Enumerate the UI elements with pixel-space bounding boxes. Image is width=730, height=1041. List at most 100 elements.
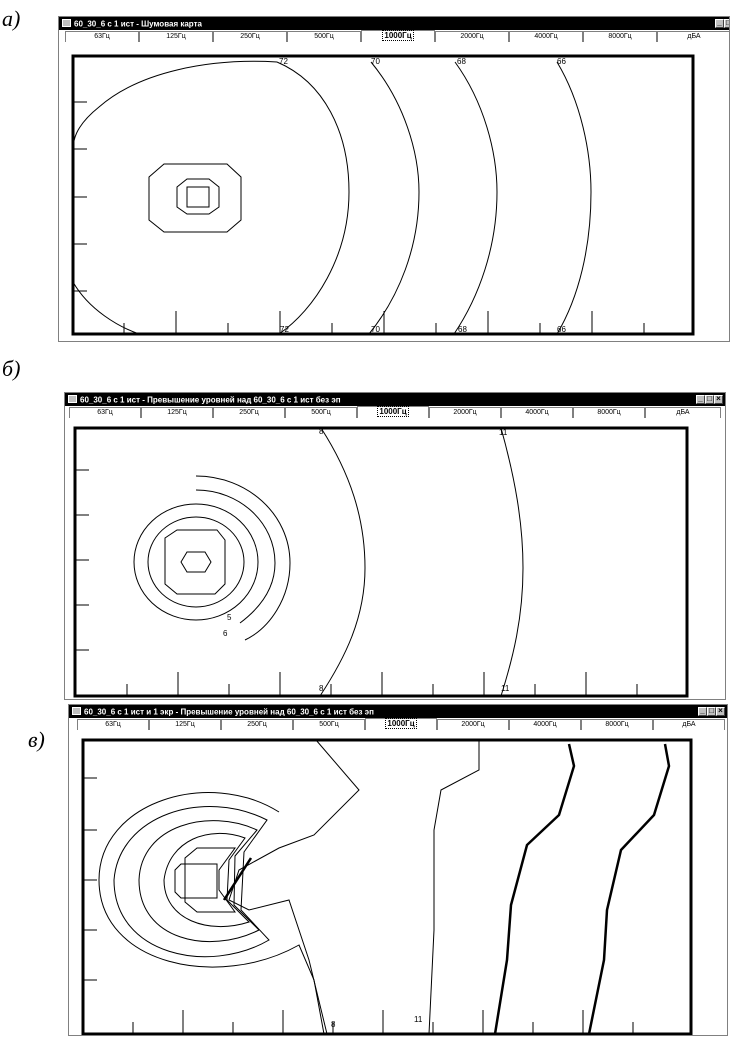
tab-4000hz[interactable]: 4000Гц [509, 31, 583, 42]
tab-4000hz[interactable]: 4000Гц [509, 719, 581, 730]
tab-125hz[interactable]: 125Гц [139, 31, 213, 42]
app-icon[interactable] [68, 394, 77, 403]
contour-70 [368, 61, 420, 335]
tab-63hz[interactable]: 63Гц [65, 31, 139, 42]
contour-mid [148, 163, 242, 233]
close-icon[interactable]: × [714, 395, 723, 404]
tab-250hz[interactable]: 250Гц [221, 719, 293, 730]
contour-11 [428, 740, 480, 1035]
contour-5 [195, 489, 276, 624]
tab-8000hz[interactable]: 8000Гц [581, 719, 653, 730]
contour-3 [147, 516, 245, 608]
panel-b-window: 60_30_6 с 1 ист - Превышение уровней над… [64, 392, 726, 700]
app-icon[interactable] [72, 706, 81, 715]
contour-label: 11 [501, 684, 510, 693]
contour-label: 11 [499, 428, 508, 437]
contour-label: 8 [319, 427, 324, 436]
contour-bold-1 [493, 743, 576, 1035]
tab-dba[interactable]: дБА [645, 407, 721, 418]
close-icon[interactable]: × [716, 707, 725, 716]
maximize-icon[interactable]: □ [705, 395, 714, 404]
contour-label: 66 [557, 325, 566, 334]
contour-1 [180, 551, 212, 573]
tab-1000hz[interactable]: 1000Гц [365, 718, 437, 730]
contour-label: 11 [414, 1015, 423, 1024]
tab-dba[interactable]: дБА [657, 31, 729, 42]
minimize-icon[interactable]: _ [698, 707, 707, 716]
tab-2000hz[interactable]: 2000Гц [435, 31, 509, 42]
contour-8 [319, 427, 366, 697]
contour-11 [500, 427, 524, 697]
contour-2 [184, 847, 236, 913]
tab-500hz[interactable]: 500Гц [285, 407, 357, 418]
contour-6 [98, 792, 325, 1035]
panel-b-title: 60_30_6 с 1 ист - Превышение уровней над… [80, 395, 341, 405]
minimize-icon[interactable]: _ [715, 19, 724, 28]
contour-label: 68 [458, 325, 467, 334]
contour-3 [163, 832, 250, 928]
contour-2 [164, 529, 226, 595]
contour-label: 8 [319, 684, 324, 693]
tab-2000hz[interactable]: 2000Гц [429, 407, 501, 418]
contour-1 [174, 863, 218, 899]
panel-c-titlebar[interactable]: 60_30_6 с 1 ист и 1 экр - Превышение уро… [69, 705, 727, 718]
maximize-icon[interactable]: □ [707, 707, 716, 716]
panel-a-noise-map: 72 70 68 66 72 70 68 66 [71, 54, 695, 336]
panel-c-excess-map: 8 11 [81, 738, 693, 1035]
contour-4 [138, 820, 260, 943]
contour-66 [556, 61, 592, 335]
tab-250hz[interactable]: 250Гц [213, 407, 285, 418]
contour-label: 6 [223, 629, 228, 638]
contour-inner [176, 178, 220, 215]
map-frame [81, 738, 693, 1035]
tab-dba[interactable]: дБА [653, 719, 725, 730]
contour-bold-2 [587, 743, 671, 1035]
tab-4000hz[interactable]: 4000Гц [501, 407, 573, 418]
contour-label: 68 [457, 57, 466, 66]
tab-125hz[interactable]: 125Гц [149, 719, 221, 730]
tab-63hz[interactable]: 63Гц [77, 719, 149, 730]
contour-label: 5 [227, 613, 232, 622]
tab-125hz[interactable]: 125Гц [141, 407, 213, 418]
panel-c-tabs: 63Гц 125Гц 250Гц 500Гц 1000Гц 2000Гц 400… [69, 718, 727, 730]
contour-label: 70 [371, 325, 380, 334]
panel-b-tabs: 63Гц 125Гц 250Гц 500Гц 1000Гц 2000Гц 400… [65, 406, 725, 418]
panel-a-label: а) [2, 6, 21, 31]
panel-c-window: 60_30_6 с 1 ист и 1 экр - Превышение уро… [68, 704, 728, 1036]
panel-a-tabs: 63Гц 125Гц 250Гц 500Гц 1000Гц 2000Гц 400… [59, 30, 729, 42]
panel-a-window: 60_30_6 с 1 ист - Шумовая карта _ □ 63Гц… [58, 16, 730, 342]
panel-c-title: 60_30_6 с 1 ист и 1 экр - Превышение уро… [84, 707, 374, 717]
contour-label: 66 [557, 57, 566, 66]
bottom-ticks [126, 672, 638, 696]
panel-b-label: б) [2, 356, 21, 381]
tab-500hz[interactable]: 500Гц [287, 31, 361, 42]
left-ticks [75, 469, 89, 651]
panel-b-titlebar[interactable]: 60_30_6 с 1 ист - Превышение уровней над… [65, 393, 725, 406]
tab-8000hz[interactable]: 8000Гц [583, 31, 657, 42]
tab-250hz[interactable]: 250Гц [213, 31, 287, 42]
bottom-ticks [132, 1010, 634, 1034]
source-marker [186, 186, 210, 208]
panel-a-titlebar[interactable]: 60_30_6 с 1 ист - Шумовая карта _ □ [59, 17, 729, 30]
contour-label: 8 [331, 1020, 336, 1029]
tab-63hz[interactable]: 63Гц [69, 407, 141, 418]
tab-1000hz[interactable]: 1000Гц [361, 30, 435, 42]
panel-c-label: в) [28, 727, 45, 752]
bottom-ticks [123, 311, 645, 334]
tab-500hz[interactable]: 500Гц [293, 719, 365, 730]
maximize-icon[interactable]: □ [724, 19, 729, 28]
panel-a-title: 60_30_6 с 1 ист - Шумовая карта [74, 19, 202, 29]
left-ticks [73, 101, 87, 292]
tab-8000hz[interactable]: 8000Гц [573, 407, 645, 418]
left-ticks [83, 777, 97, 981]
contour-72 [72, 60, 350, 335]
minimize-icon[interactable]: _ [696, 395, 705, 404]
contour-6 [195, 475, 291, 641]
app-icon[interactable] [62, 18, 71, 27]
tab-1000hz[interactable]: 1000Гц [357, 406, 429, 418]
contour-5 [113, 806, 270, 958]
tab-2000hz[interactable]: 2000Гц [437, 719, 509, 730]
contour-4 [133, 503, 259, 621]
contour-68 [453, 61, 498, 335]
map-frame [73, 426, 689, 698]
